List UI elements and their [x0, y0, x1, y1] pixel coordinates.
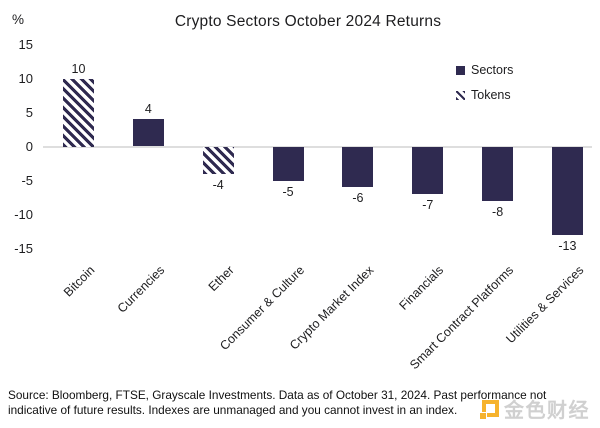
watermark-text: 金色财经	[504, 400, 590, 422]
bar-value-label: -13	[558, 238, 577, 253]
y-tick-label: 10	[18, 70, 33, 86]
x-axis-label: Currencies	[114, 263, 168, 316]
bar-ether	[202, 146, 234, 174]
bar-value-label: -8	[492, 204, 504, 219]
x-axis-label: Ether	[206, 263, 238, 295]
bar-value-label: 10	[71, 61, 86, 76]
zero-gridline	[43, 146, 592, 148]
legend: Sectors Tokens	[456, 63, 513, 113]
legend-sectors-swatch	[456, 65, 465, 75]
y-tick-label: 15	[18, 36, 33, 52]
bar-consumer-culture	[272, 146, 304, 181]
bar-crypto-market-index	[342, 146, 374, 188]
y-tick-label: 5	[25, 104, 33, 120]
y-tick-label: -5	[21, 172, 33, 188]
bar-smart-contract-platforms	[482, 146, 514, 201]
bar-bitcoin	[63, 78, 94, 147]
y-tick-label: -15	[14, 240, 33, 256]
bar-value-label: -5	[282, 184, 294, 199]
legend-row: Tokens	[456, 88, 513, 102]
bar-value-label: 4	[144, 102, 152, 117]
jinse-logo-icon	[479, 400, 499, 420]
bar-financials	[412, 146, 444, 195]
source-note-line-2: indicative of future results. Indexes ar…	[8, 403, 458, 417]
watermark: 金色财经	[479, 394, 590, 423]
x-axis-label: Financials	[396, 263, 447, 313]
legend-label: Sectors	[471, 63, 514, 77]
legend-tokens-swatch	[456, 90, 465, 100]
bar-value-label: -7	[422, 198, 434, 213]
bar-utilities-services	[551, 146, 583, 235]
bar-value-label: -4	[212, 177, 224, 192]
bar-currencies	[132, 119, 164, 147]
source-note-line-1: Source: Bloomberg, FTSE, Grayscale Inves…	[8, 388, 547, 402]
x-axis-label: Bitcoin	[60, 263, 98, 300]
x-axis-label: Utilities & Services	[503, 263, 587, 347]
bar-value-label: -6	[352, 191, 364, 206]
legend-label: Tokens	[471, 88, 511, 102]
source-note: Source: Bloomberg, FTSE, Grayscale Inves…	[8, 388, 598, 418]
y-tick-label: -10	[14, 206, 33, 222]
y-axis-unit-label: %	[12, 12, 25, 27]
legend-row: Sectors	[456, 63, 513, 77]
chart-title: Crypto Sectors October 2024 Returns	[174, 13, 442, 30]
y-tick-label: 0	[25, 138, 33, 154]
